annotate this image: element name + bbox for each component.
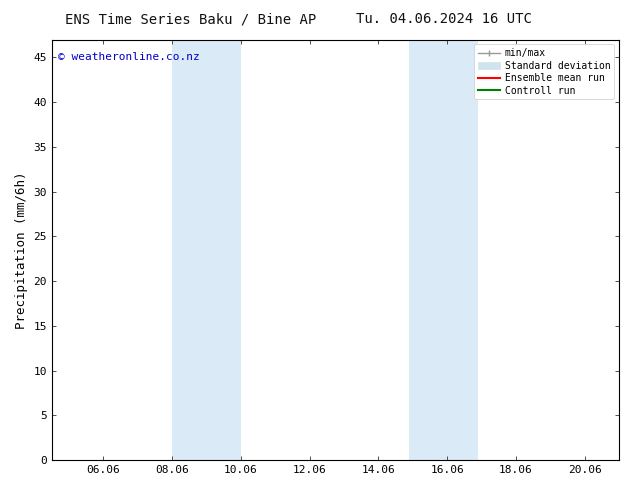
Text: © weatheronline.co.nz: © weatheronline.co.nz	[58, 52, 199, 62]
Text: ENS Time Series Baku / Bine AP: ENS Time Series Baku / Bine AP	[65, 12, 316, 26]
Y-axis label: Precipitation (mm/6h): Precipitation (mm/6h)	[15, 171, 28, 329]
Bar	[410, 40, 478, 460]
Bar	[172, 40, 241, 460]
Text: Tu. 04.06.2024 16 UTC: Tu. 04.06.2024 16 UTC	[356, 12, 532, 26]
Legend: min/max, Standard deviation, Ensemble mean run, Controll run: min/max, Standard deviation, Ensemble me…	[474, 45, 614, 99]
